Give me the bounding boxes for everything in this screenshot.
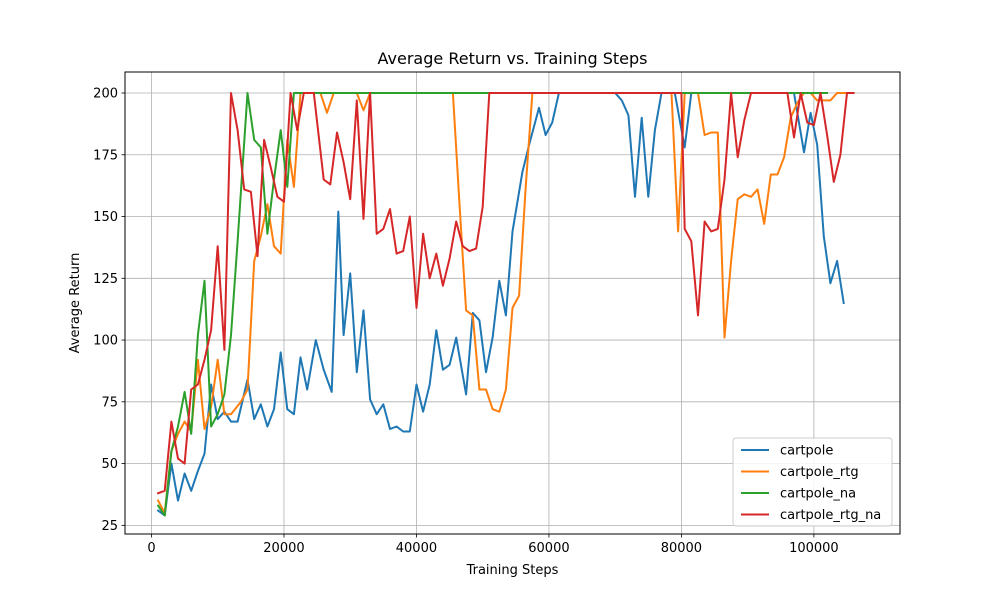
x-axis-label: Training Steps	[466, 563, 559, 578]
series-line-cartpole-rtg-na	[156, 92, 855, 495]
legend-label: cartpole_na	[780, 487, 856, 502]
x-axis-ticks: 0 20000 40000 60000 80000 100000	[147, 534, 839, 556]
y-tick-label: 25	[101, 519, 118, 534]
x-tick-label: 100000	[789, 541, 839, 556]
chart-title: Average Return vs. Training Steps	[378, 49, 648, 68]
x-tick-label: 40000	[396, 541, 437, 556]
y-tick-label: 75	[101, 395, 118, 410]
x-tick-label: 60000	[528, 541, 569, 556]
y-axis-ticks: 25 50 75 100 125 150 175 200	[93, 87, 125, 534]
legend-label: cartpole	[780, 444, 833, 459]
x-tick-label: 80000	[661, 541, 702, 556]
series-line-cartpole	[156, 92, 845, 517]
y-tick-label: 150	[93, 210, 118, 225]
legend-box	[732, 437, 893, 527]
legend-label: cartpole_rtg	[780, 465, 859, 480]
legend-label: cartpole_rtg_na	[780, 508, 881, 523]
x-tick-label: 20000	[263, 541, 304, 556]
x-tick-label: 0	[147, 541, 155, 556]
series-line-cartpole-rtg	[156, 92, 848, 514]
y-tick-label: 175	[93, 148, 118, 163]
plot-frame	[124, 71, 901, 535]
y-axis-label: Average Return	[68, 253, 83, 354]
y-tick-label: 100	[93, 334, 118, 349]
y-tick-label: 125	[93, 272, 118, 287]
legend: cartpole cartpole_rtg cartpole_na cartpole_…	[732, 437, 893, 527]
y-tick-label: 200	[93, 87, 118, 102]
y-tick-label: 50	[101, 457, 118, 472]
series-line-cartpole-na	[156, 92, 829, 517]
series-lines	[156, 92, 855, 517]
